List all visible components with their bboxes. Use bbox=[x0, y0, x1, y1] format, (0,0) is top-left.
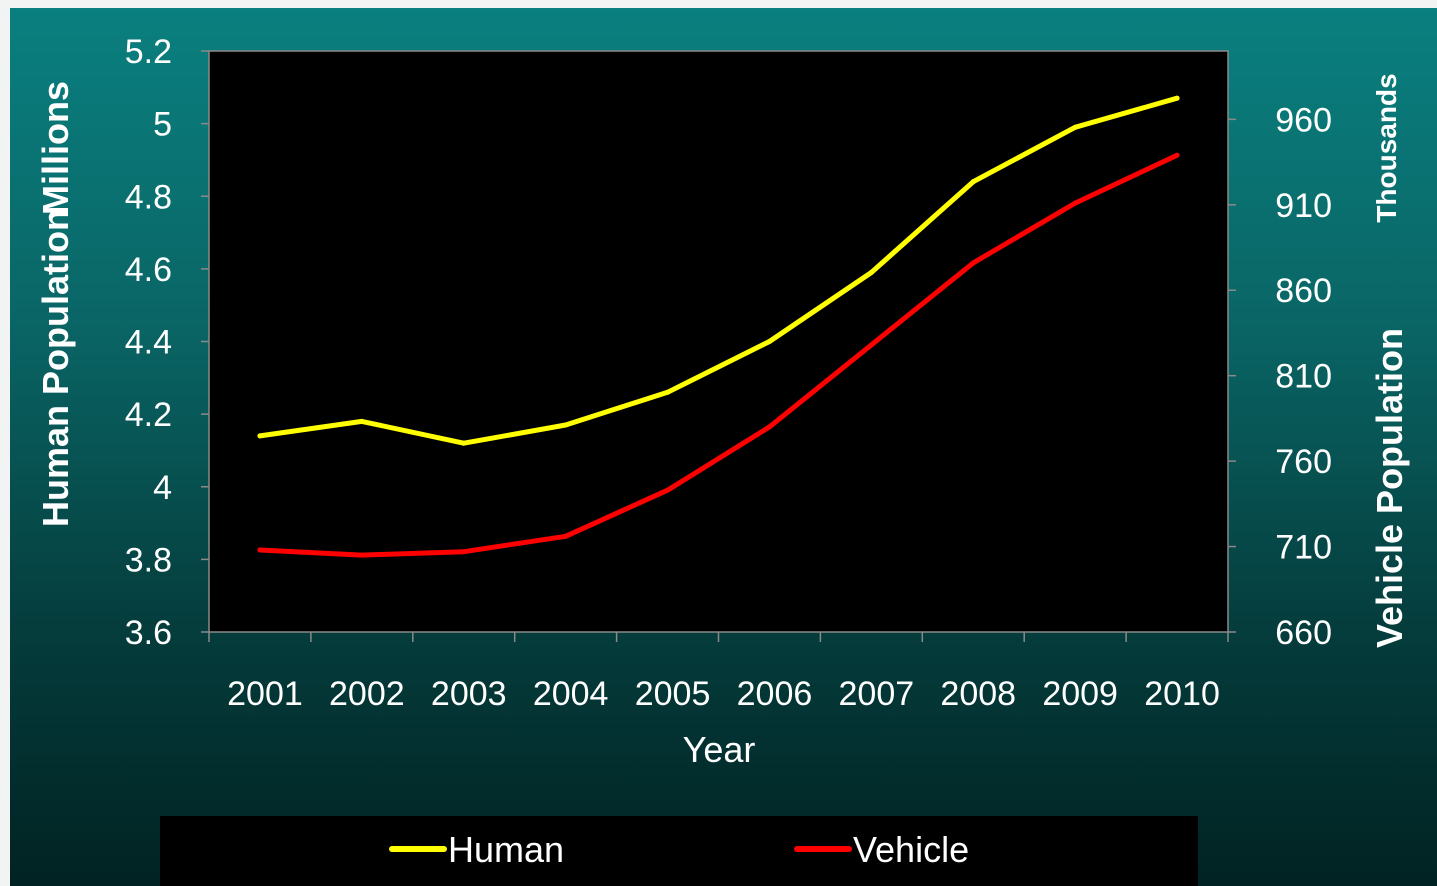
x-tick-label: 2004 bbox=[533, 675, 609, 713]
data-point-vehicle bbox=[766, 424, 772, 430]
data-point-human bbox=[1072, 124, 1078, 130]
x-tick-label: 2008 bbox=[940, 675, 1016, 713]
data-point-vehicle bbox=[1174, 152, 1180, 158]
data-point-vehicle bbox=[257, 547, 263, 553]
data-point-human bbox=[766, 339, 772, 344]
left-y-tick-label: 3.8 bbox=[125, 541, 172, 579]
data-point-vehicle bbox=[563, 533, 569, 539]
data-point-vehicle bbox=[1072, 200, 1078, 206]
x-tick-label: 2010 bbox=[1144, 675, 1220, 713]
left-y-tick-label: 5.2 bbox=[125, 33, 172, 71]
left-y-axis: 3.6 3.8 4 4.2 4.4 4.6 4.8 5 5.2 bbox=[125, 33, 209, 652]
data-point-vehicle bbox=[868, 342, 874, 348]
right-axis-unit-label: Thousands bbox=[1371, 73, 1402, 222]
x-axis-title: Year bbox=[683, 729, 756, 770]
series-lines bbox=[257, 95, 1180, 558]
legend: Human Vehicle bbox=[389, 829, 969, 870]
data-point-human bbox=[868, 270, 874, 275]
right-y-tick-label: 760 bbox=[1275, 443, 1332, 481]
left-y-tick-label: 4 bbox=[153, 469, 172, 507]
legend-box bbox=[160, 816, 1198, 886]
right-y-tick-label: 710 bbox=[1275, 529, 1332, 567]
right-y-tick-label: 660 bbox=[1275, 614, 1332, 652]
x-tick-label: 2003 bbox=[431, 675, 507, 713]
data-point-human bbox=[563, 422, 569, 428]
right-axis-title: Vehicle Population bbox=[1369, 328, 1410, 648]
legend-label-vehicle: Vehicle bbox=[853, 829, 969, 870]
right-y-tick-label: 860 bbox=[1275, 272, 1332, 310]
x-tick-label: 2009 bbox=[1042, 675, 1118, 713]
right-y-axis: 660 710 760 810 860 910 960 bbox=[1228, 101, 1332, 652]
left-y-tick-label: 4.8 bbox=[125, 178, 172, 216]
left-y-tick-label: 4.6 bbox=[125, 251, 172, 289]
right-y-tick-label: 960 bbox=[1275, 101, 1332, 139]
left-axis-title: Human Population bbox=[35, 209, 76, 527]
data-point-human bbox=[461, 440, 467, 446]
series-line-human bbox=[257, 95, 1180, 446]
x-tick-label: 2007 bbox=[839, 675, 915, 713]
x-tick-label: 2002 bbox=[329, 675, 405, 713]
legend-label-human: Human bbox=[448, 829, 564, 870]
data-point-human bbox=[665, 389, 671, 395]
data-point-human bbox=[1174, 95, 1180, 101]
x-axis: 2001 2002 2003 2004 2005 2006 2007 2008 2009 2010 bbox=[208, 632, 1229, 713]
data-point-vehicle bbox=[970, 260, 976, 266]
data-point-vehicle bbox=[665, 487, 671, 493]
plot-area bbox=[208, 50, 1229, 633]
left-axis-unit-label: Millions bbox=[35, 81, 76, 215]
left-y-tick-label: 4.4 bbox=[125, 324, 172, 362]
data-point-human bbox=[257, 433, 263, 439]
right-y-tick-label: 910 bbox=[1275, 187, 1332, 225]
x-tick-label: 2001 bbox=[227, 675, 303, 713]
data-point-human bbox=[970, 179, 976, 185]
left-y-tick-label: 4.2 bbox=[125, 396, 172, 434]
data-point-human bbox=[359, 418, 365, 424]
left-y-tick-label: 5 bbox=[153, 106, 172, 144]
data-point-vehicle bbox=[359, 552, 365, 558]
data-point-vehicle bbox=[461, 549, 467, 555]
left-y-tick-label: 3.6 bbox=[125, 614, 172, 652]
x-tick-label: 2005 bbox=[635, 675, 711, 713]
right-y-tick-label: 810 bbox=[1275, 358, 1332, 396]
series-line-vehicle bbox=[257, 152, 1180, 558]
x-tick-label: 2006 bbox=[737, 675, 813, 713]
